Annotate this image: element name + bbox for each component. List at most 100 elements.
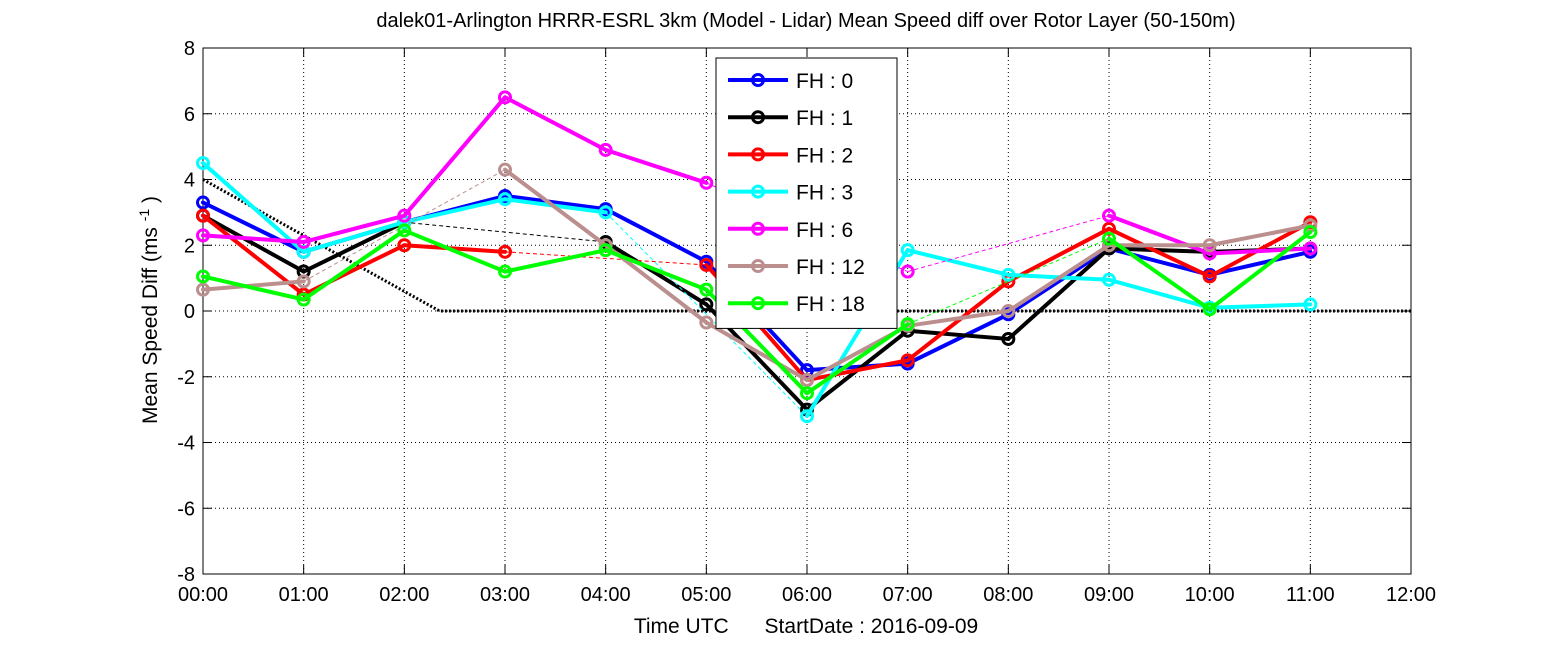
series-7 — [196, 223, 1318, 401]
series-segment — [805, 358, 910, 383]
series-segment — [503, 193, 608, 212]
data-point — [1001, 304, 1016, 318]
data-point — [1202, 238, 1217, 253]
data-point — [800, 409, 814, 424]
series-segment — [402, 243, 507, 254]
legend-marker — [751, 184, 765, 199]
data-point — [397, 208, 412, 223]
data-point — [1001, 331, 1016, 346]
y-tick-label: -6 — [177, 498, 195, 520]
series-segment — [301, 220, 407, 254]
data-point — [699, 315, 714, 330]
y-axis-label-main: Mean Speed Diff (ms — [139, 227, 162, 424]
data-point — [1303, 297, 1318, 312]
data-point — [1202, 246, 1217, 261]
series-segment — [805, 322, 910, 396]
series-segment — [905, 279, 1011, 363]
series-segment — [1107, 277, 1212, 310]
data-point — [1202, 302, 1217, 317]
legend-marker — [751, 296, 765, 311]
y-tick-label: 2 — [184, 235, 195, 257]
legend-label: FH : 1 — [796, 107, 853, 130]
series-segment — [905, 328, 1011, 341]
series-segment — [1107, 226, 1212, 279]
x-axis-label: Time UTC StartDate : 2016-09-09 — [634, 615, 978, 638]
series-segment — [1006, 226, 1111, 284]
series-segment — [1107, 236, 1212, 312]
series-segment — [603, 248, 709, 292]
series-segment — [301, 220, 407, 274]
series-segment — [503, 95, 608, 152]
series-segment — [1207, 246, 1313, 256]
series-segment — [201, 213, 306, 274]
data-point — [1303, 241, 1318, 256]
series-segment — [1006, 246, 1111, 317]
x-tick-label: 01:00 — [279, 584, 329, 606]
series-segment — [503, 167, 608, 248]
data-point — [498, 90, 512, 105]
data-point — [900, 243, 915, 258]
x-tick-label: 08:00 — [983, 584, 1033, 606]
data-point — [800, 373, 814, 388]
series-segment — [1207, 249, 1313, 277]
x-tick-label: 03:00 — [480, 584, 530, 606]
legend-label: FH : 18 — [796, 293, 865, 316]
data-point — [498, 162, 512, 177]
legend-label: FH : 6 — [796, 219, 853, 242]
legend-label: FH : 12 — [796, 256, 865, 279]
series-gap-connector — [504, 251, 707, 266]
data-point — [296, 274, 311, 289]
y-tick-label: -8 — [177, 564, 195, 586]
data-point — [1202, 269, 1217, 284]
series-segment — [201, 200, 306, 254]
x-tick-label: 05:00 — [681, 584, 731, 606]
data-point — [296, 234, 311, 249]
series-segment — [1207, 302, 1313, 310]
data-point — [296, 292, 311, 307]
data-point — [699, 297, 714, 312]
x-axis-label-date: StartDate : 2016-09-09 — [765, 615, 979, 638]
data-point — [598, 142, 613, 157]
data-point — [1001, 267, 1016, 282]
data-point — [699, 282, 714, 297]
x-tick-label: 10:00 — [1185, 584, 1235, 606]
series-segment — [1006, 246, 1111, 341]
data-point — [900, 353, 915, 368]
series-segment — [201, 233, 306, 244]
data-point — [900, 317, 915, 332]
x-tick-label: 00:00 — [178, 584, 228, 606]
data-point — [1303, 225, 1318, 240]
y-axis-label-end: ) — [139, 196, 162, 203]
data-point — [498, 264, 512, 279]
chart-title: dalek01-Arlington HRRR-ESRL 3km (Model -… — [376, 10, 1235, 32]
x-axis-label-main: Time UTC — [634, 615, 729, 638]
legend-label: FH : 3 — [796, 182, 853, 205]
series-segment — [503, 248, 608, 274]
series-gap-connector — [605, 212, 808, 417]
legend-label: FH : 0 — [796, 70, 853, 93]
data-point — [498, 244, 512, 259]
data-point — [196, 282, 210, 297]
x-tick-label: 04:00 — [581, 584, 631, 606]
data-point — [196, 208, 210, 223]
series-gap-connector — [404, 221, 606, 243]
y-tick-label: -2 — [177, 367, 195, 389]
data-point — [598, 205, 613, 220]
series-segment — [704, 320, 809, 383]
data-point — [699, 175, 714, 190]
y-tick-label: -4 — [177, 433, 195, 455]
x-tick-label: 06:00 — [782, 584, 832, 606]
tick-labels: 00:00 01:00 02:00 03:00 04:00 05:00 06:00 07:00… — [177, 38, 1436, 606]
series-segment — [201, 279, 306, 292]
series-segment — [402, 228, 507, 274]
series-segment — [905, 248, 1011, 277]
series-segment — [1006, 243, 1111, 313]
axis-ticks — [202, 47, 1412, 575]
x-tick-label: 09:00 — [1084, 584, 1134, 606]
legend-marker — [751, 110, 765, 125]
series-segment — [201, 274, 306, 302]
data-point — [397, 223, 412, 238]
x-tick-label: 12:00 — [1386, 584, 1436, 606]
series-segment — [905, 312, 1011, 366]
